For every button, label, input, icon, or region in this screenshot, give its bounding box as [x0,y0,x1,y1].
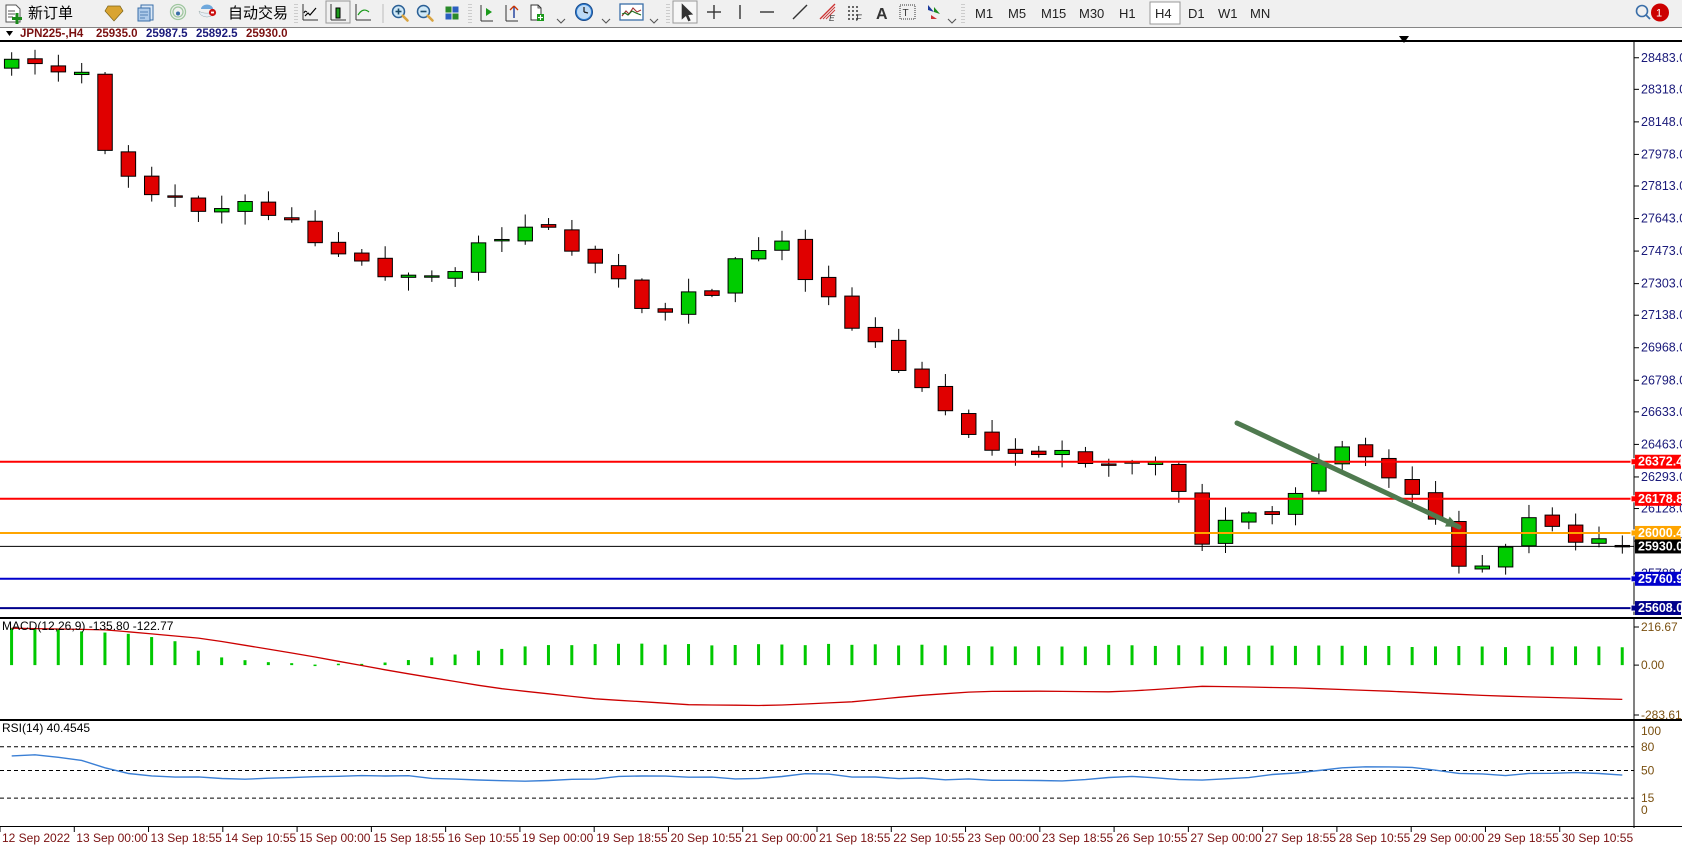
svg-text:MN: MN [1250,6,1270,21]
svg-text:27303.0: 27303.0 [1641,277,1682,291]
svg-text:29 Sep 00:00: 29 Sep 00:00 [1413,831,1485,845]
svg-text:23 Sep 00:00: 23 Sep 00:00 [968,831,1040,845]
svg-text:26 Sep 10:55: 26 Sep 10:55 [1116,831,1188,845]
svg-text:M15: M15 [1041,6,1066,21]
svg-text:26178.8: 26178.8 [1638,492,1682,506]
svg-text:E: E [829,13,835,23]
svg-text:M5: M5 [1008,6,1026,21]
svg-text:F: F [856,13,862,23]
svg-text:27 Sep 00:00: 27 Sep 00:00 [1190,831,1262,845]
svg-text:12 Sep 2022: 12 Sep 2022 [2,831,70,845]
svg-text:13 Sep 00:00: 13 Sep 00:00 [76,831,148,845]
svg-text:15 Sep 18:55: 15 Sep 18:55 [373,831,445,845]
svg-text:16 Sep 10:55: 16 Sep 10:55 [448,831,520,845]
svg-text:22 Sep 10:55: 22 Sep 10:55 [893,831,965,845]
svg-text:A: A [876,6,888,23]
svg-text:26968.0: 26968.0 [1641,341,1682,355]
svg-text:28 Sep 10:55: 28 Sep 10:55 [1339,831,1411,845]
svg-text:25930.0: 25930.0 [1638,539,1682,553]
svg-text:RSI(14) 40.4545: RSI(14) 40.4545 [2,721,90,735]
svg-text:21 Sep 18:55: 21 Sep 18:55 [819,831,891,845]
svg-text:25608.0: 25608.0 [1638,601,1682,615]
svg-text:自动交易: 自动交易 [228,4,288,22]
svg-text:26293.0: 26293.0 [1641,470,1682,484]
svg-text:26798.0: 26798.0 [1641,373,1682,387]
svg-text:1: 1 [1656,8,1662,20]
svg-text:13 Sep 18:55: 13 Sep 18:55 [151,831,223,845]
svg-text:30 Sep 10:55: 30 Sep 10:55 [1562,831,1634,845]
svg-text:W1: W1 [1218,6,1238,21]
svg-text:0.00: 0.00 [1641,658,1665,672]
svg-text:28318.0: 28318.0 [1641,82,1682,96]
svg-text:H4: H4 [1155,6,1172,21]
svg-text:50: 50 [1641,764,1655,778]
svg-text:H1: H1 [1119,6,1136,21]
svg-text:26633.0: 26633.0 [1641,405,1682,419]
svg-text:M1: M1 [975,6,993,21]
svg-text:26463.0: 26463.0 [1641,437,1682,451]
svg-text:80: 80 [1641,740,1655,754]
svg-text:27 Sep 18:55: 27 Sep 18:55 [1265,831,1337,845]
svg-text:216.67: 216.67 [1641,620,1678,634]
svg-text:100: 100 [1641,724,1661,738]
svg-text:15 Sep 00:00: 15 Sep 00:00 [299,831,371,845]
svg-text:19 Sep 00:00: 19 Sep 00:00 [522,831,594,845]
svg-text:M30: M30 [1079,6,1104,21]
svg-text:26372.4: 26372.4 [1638,455,1682,469]
svg-text:23 Sep 18:55: 23 Sep 18:55 [1042,831,1114,845]
svg-text:28148.0: 28148.0 [1641,115,1682,129]
svg-text:27813.0: 27813.0 [1641,179,1682,193]
svg-text:14 Sep 10:55: 14 Sep 10:55 [225,831,297,845]
svg-text:29 Sep 18:55: 29 Sep 18:55 [1487,831,1559,845]
svg-text:19 Sep 18:55: 19 Sep 18:55 [596,831,668,845]
svg-text:27978.0: 27978.0 [1641,147,1682,161]
svg-text:27473.0: 27473.0 [1641,244,1682,258]
svg-text:27643.0: 27643.0 [1641,212,1682,226]
svg-text:新订单: 新订单 [28,5,73,22]
svg-text:MACD(12,26,9) -135.80 -122.7: MACD(12,26,9) -135.80 -122.77 [2,619,174,633]
svg-text:27138.0: 27138.0 [1641,308,1682,322]
svg-text:21 Sep 00:00: 21 Sep 00:00 [745,831,817,845]
svg-text:0: 0 [1641,803,1648,817]
svg-text:28483.0: 28483.0 [1641,51,1682,65]
svg-text:25760.9: 25760.9 [1638,572,1682,586]
svg-text:D1: D1 [1188,6,1205,21]
svg-text:20 Sep 10:55: 20 Sep 10:55 [670,831,742,845]
svg-text:26000.4: 26000.4 [1638,526,1682,540]
svg-text:T: T [903,8,909,19]
